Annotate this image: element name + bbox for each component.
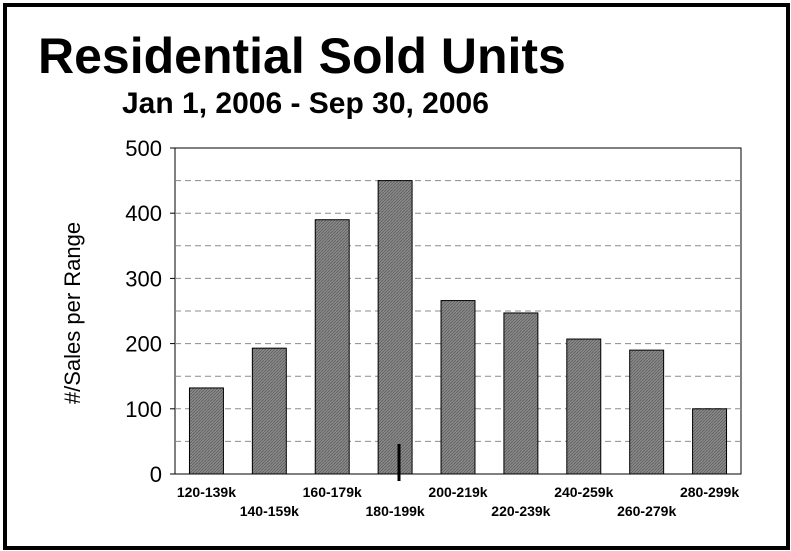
bar-180-199k: [377, 180, 413, 475]
y-tick-label: 100: [125, 397, 162, 422]
chart-subtitle: Jan 1, 2006 - Sep 30, 2006: [122, 87, 489, 120]
x-tick-label: 120-139k: [177, 484, 236, 500]
bar-200-219k: [440, 300, 476, 475]
x-tick-label: 200-219k: [428, 484, 487, 500]
y-tick-label: 200: [125, 332, 162, 357]
x-tick-label: 160-179k: [303, 484, 362, 500]
x-tick-label: 280-299k: [680, 484, 739, 500]
x-tick-label: 240-259k: [554, 484, 613, 500]
bar-260-279k: [629, 349, 665, 475]
y-tick-label: 300: [125, 266, 162, 291]
y-tick-label: 400: [125, 201, 162, 226]
y-tick-label: 0: [150, 462, 162, 487]
bar-160-179k: [314, 219, 350, 475]
bar-120-139k: [188, 387, 224, 475]
x-tick-label: 140-159k: [240, 503, 299, 519]
y-tick-label: 500: [125, 136, 162, 161]
chart-title: Residential Sold Units: [38, 28, 566, 84]
bar-220-239k: [503, 312, 539, 475]
x-tick-label: 260-279k: [617, 503, 676, 519]
x-tick-label: 220-239k: [491, 503, 550, 519]
bar-280-299k: [692, 408, 728, 475]
x-axis-labels: 120-139k140-159k160-179k180-199k200-219k…: [177, 484, 739, 519]
bar-240-259k: [566, 338, 602, 475]
y-axis-title: #/Sales per Range: [60, 222, 85, 404]
y-axis-ticks: 0 100 200 300 400 500: [125, 136, 175, 487]
bars: [188, 180, 728, 475]
bar-140-159k: [251, 347, 287, 475]
x-tick-label: 180-199k: [366, 503, 425, 519]
